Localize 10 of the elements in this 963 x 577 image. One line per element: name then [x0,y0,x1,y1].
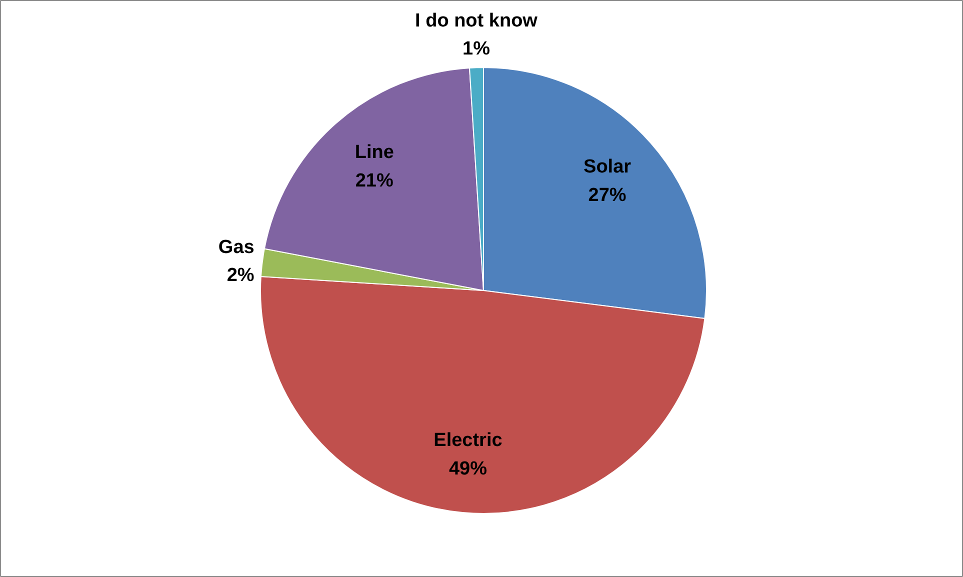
data-label: 1% [462,38,490,60]
slice-label: Gas [218,236,254,258]
data-label: 2% [226,265,254,286]
data-label: 21% [355,170,394,192]
data-label: 49% [448,458,488,480]
data-label: 27% [588,185,626,206]
slice-label: I do not know [415,10,538,32]
slice-label: Electric [434,430,503,452]
slice-label: Solar [584,156,632,178]
slice-label: Line [354,142,394,164]
